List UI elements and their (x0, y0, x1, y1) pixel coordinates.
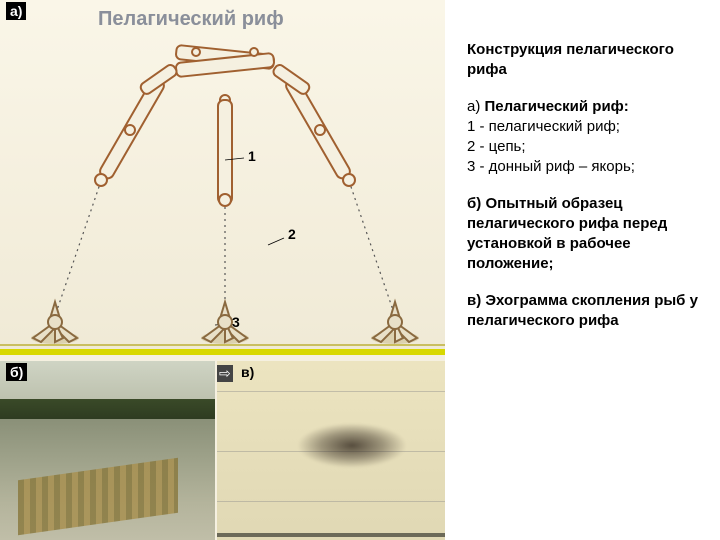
legend-line-2: 2 - цепь; (467, 138, 526, 155)
figures-column: а) Пелагический риф (0, 0, 445, 540)
caption-text: Конструкция пелагического рифа а) Пелаги… (445, 0, 720, 540)
callout-3: 3 (232, 314, 240, 330)
section-a-label: а) (467, 98, 485, 115)
section-b-label: б) (467, 195, 485, 212)
section-v-text: Эхограмма скопления рыб у пелагического … (467, 292, 698, 329)
anchors (31, 302, 419, 344)
figure-a: а) Пелагический риф (0, 0, 445, 355)
caption-title: Конструкция пелагического рифа (467, 40, 708, 81)
figure-b-letter: б) (6, 363, 27, 381)
legend-line-1: 1 - пелагический риф; (467, 118, 620, 135)
callout-2: 2 (288, 226, 296, 242)
figure-v-letter: в) (237, 363, 258, 381)
section-a-heading: Пелагический риф: (485, 98, 629, 115)
figure-v-fish-echo (297, 423, 407, 468)
page-layout: а) Пелагический риф (0, 0, 720, 540)
pelagic-reef-structure (95, 45, 355, 206)
legend-line-3: 3 - донный риф – якорь; (467, 158, 635, 175)
section-v: в) Эхограмма скопления рыб у пелагическо… (467, 291, 708, 332)
section-v-label: в) (467, 292, 485, 309)
figure-v: ⇨ в) (217, 361, 445, 540)
arrow-right-icon: ⇨ (217, 365, 233, 382)
section-b: б) Опытный образец пелагического рифа пе… (467, 194, 708, 275)
section-b-text: Опытный образец пелагического рифа перед… (467, 195, 667, 273)
figure-a-diagram (0, 0, 445, 355)
figure-b-treeline (0, 399, 215, 421)
figure-b: б) (0, 361, 215, 540)
section-a: а) Пелагический риф: 1 - пелагический ри… (467, 97, 708, 178)
callout-1: 1 (248, 148, 256, 164)
